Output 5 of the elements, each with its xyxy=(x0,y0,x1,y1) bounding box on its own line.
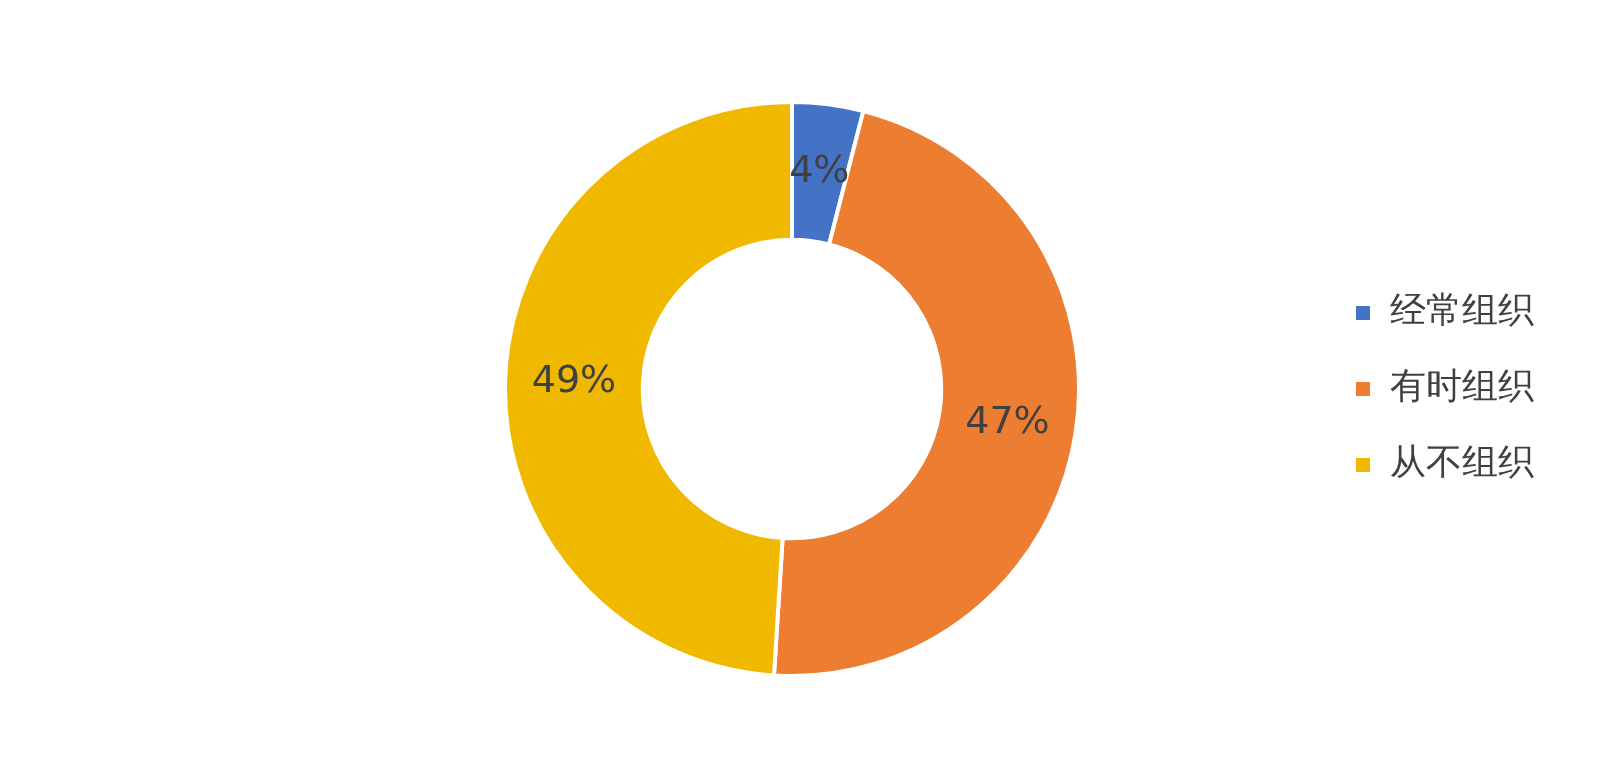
legend-label: 经常组织 xyxy=(1390,289,1534,331)
data-label: 49% xyxy=(531,357,617,402)
data-label: 47% xyxy=(965,398,1050,442)
legend-label: 有时组织 xyxy=(1390,365,1534,407)
legend-label: 从不组织 xyxy=(1390,441,1534,483)
